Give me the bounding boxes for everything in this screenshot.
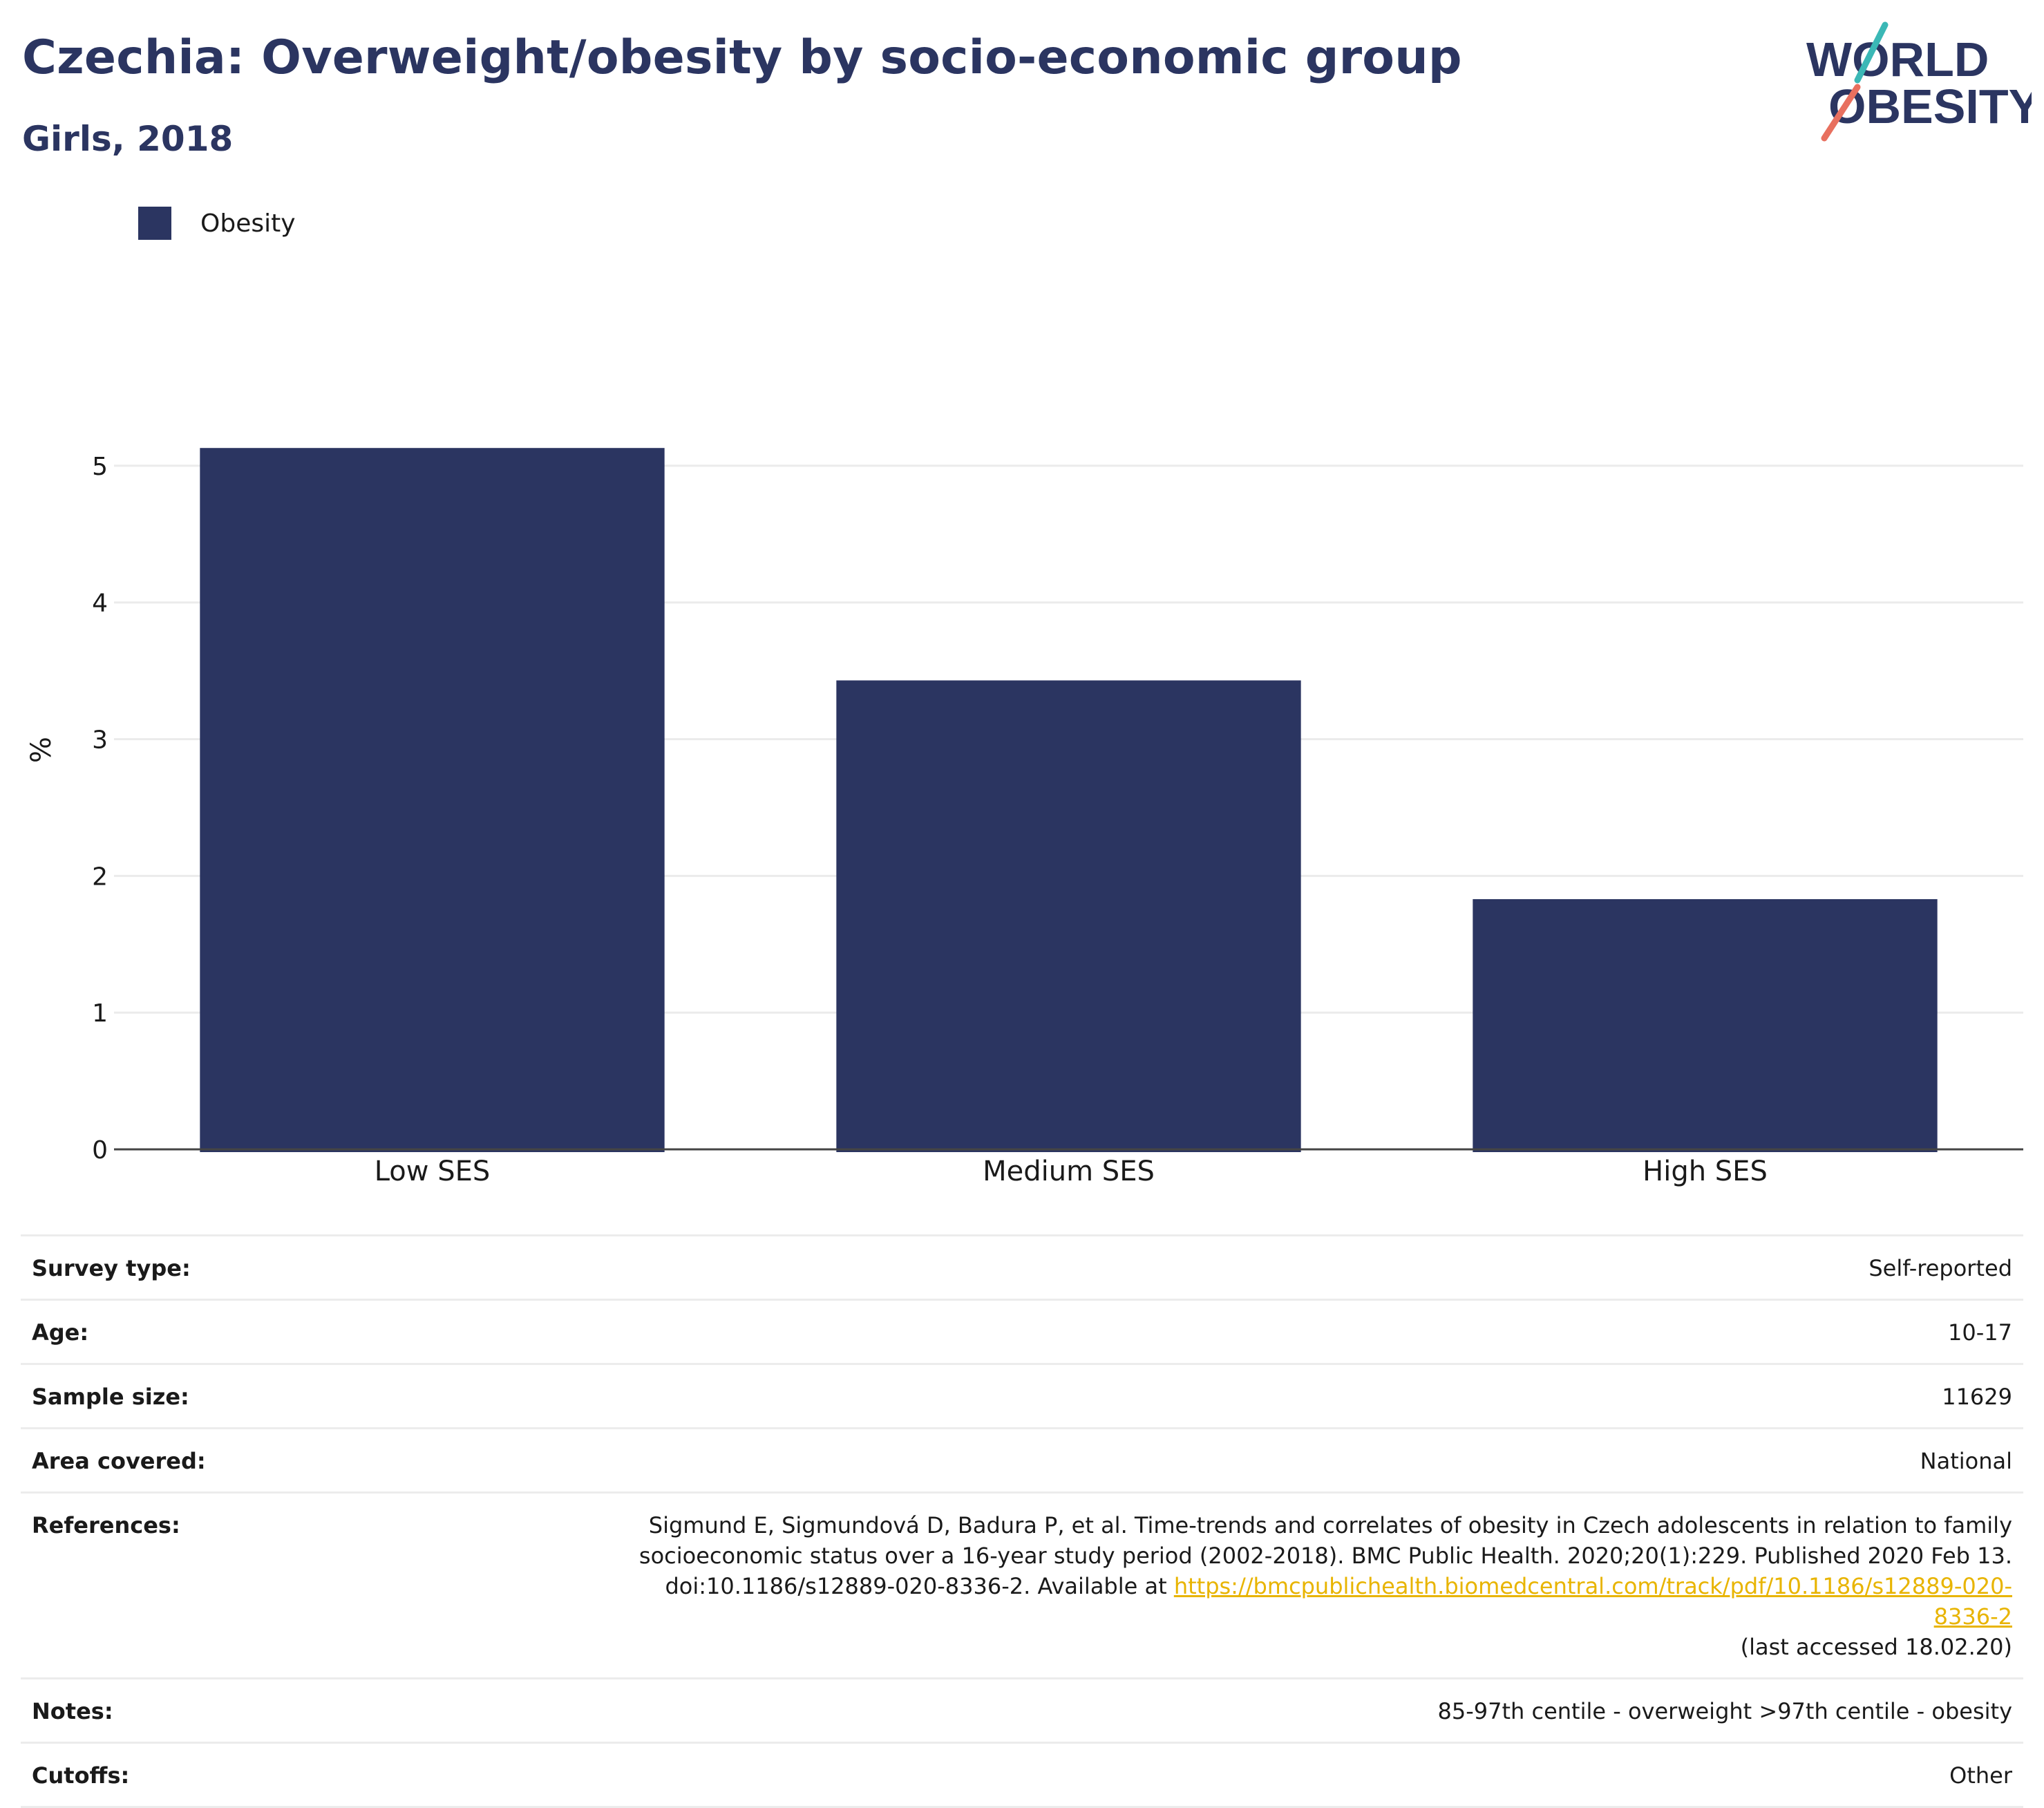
logo-slash-top xyxy=(1854,21,1889,84)
legend-swatch-obesity xyxy=(138,207,171,240)
chart-subtitle: Girls, 2018 xyxy=(22,119,234,159)
meta-row-notes: Notes: 85-97th centile - overweight >97t… xyxy=(21,1677,2023,1742)
y-axis-title: % xyxy=(26,736,57,764)
meta-label: Notes: xyxy=(32,1698,113,1724)
reference-link[interactable]: https://bmcpublichealth.biomedcentral.co… xyxy=(1173,1573,2012,1630)
y-tick-labels: 0 1 2 3 4 5 xyxy=(92,453,108,1165)
meta-row-sample-size: Sample size: 11629 xyxy=(21,1363,2023,1427)
reference-line-4: (last accessed 18.02.20) xyxy=(1740,1634,2012,1660)
x-tick-label: Low SES xyxy=(375,1156,491,1187)
meta-label: Sample size: xyxy=(32,1384,189,1410)
meta-label: Cutoffs: xyxy=(32,1762,130,1789)
meta-row-cutoffs: Cutoffs: Other xyxy=(21,1742,2023,1808)
bar-low-ses xyxy=(200,448,665,1152)
reference-doi: doi:10.1186/s12889-020-8336-2. Available… xyxy=(665,1573,1174,1599)
bar-high-ses xyxy=(1473,898,1938,1152)
y-tick-label: 1 xyxy=(92,999,108,1028)
references-text: Sigmund E, Sigmundová D, Badura P, et al… xyxy=(630,1510,2012,1662)
bar-chart: 0 1 2 3 4 5 Low SES Medium SES High SES xyxy=(92,448,2023,1187)
y-tick-label: 4 xyxy=(92,590,108,618)
meta-row-references: References: Sigmund E, Sigmundová D, Bad… xyxy=(21,1491,2023,1677)
meta-value: National xyxy=(1920,1448,2012,1474)
chart-title: Czechia: Overweight/obesity by socio-eco… xyxy=(22,30,1462,85)
meta-row-area-covered: Area covered: National xyxy=(21,1427,2023,1491)
meta-label: References: xyxy=(32,1512,180,1538)
reference-line-3: doi:10.1186/s12889-020-8336-2. Available… xyxy=(630,1571,2012,1632)
meta-value: 11629 xyxy=(1942,1384,2012,1410)
legend: Obesity xyxy=(138,206,296,241)
meta-label: Area covered: xyxy=(32,1448,206,1474)
x-tick-label: High SES xyxy=(1643,1156,1768,1187)
bar-medium-ses xyxy=(836,680,1301,1152)
y-tick-label: 0 xyxy=(92,1136,108,1165)
y-tick-label: 3 xyxy=(92,726,108,755)
reference-line-1: Sigmund E, Sigmundová D, Badura P, et al… xyxy=(648,1512,2012,1538)
meta-label: Age: xyxy=(32,1319,89,1346)
meta-value: 10-17 xyxy=(1948,1319,2012,1346)
reference-line-2: socioeconomic status over a 16-year stud… xyxy=(638,1543,2012,1569)
meta-value: Self-reported xyxy=(1868,1255,2012,1281)
y-tick-label: 2 xyxy=(92,863,108,891)
legend-label-obesity: Obesity xyxy=(200,209,296,238)
metadata-table: Survey type: Self-reported Age: 10-17 Sa… xyxy=(21,1234,2023,1808)
meta-row-survey-type: Survey type: Self-reported xyxy=(21,1234,2023,1299)
meta-label: Survey type: xyxy=(32,1255,191,1281)
logo-line-1: WORLD xyxy=(1806,32,1989,86)
logo-slash-bottom xyxy=(1821,84,1861,142)
x-tick-label: Medium SES xyxy=(983,1156,1155,1187)
x-tick-labels: Low SES Medium SES High SES xyxy=(375,1156,1768,1187)
logo-line-2: OBESITY xyxy=(1828,79,2032,133)
world-obesity-logo: WORLD OBESITY xyxy=(1806,21,2032,142)
meta-value: 85-97th centile - overweight >97th centi… xyxy=(1437,1698,2013,1724)
bars xyxy=(200,448,1938,1152)
meta-row-age: Age: 10-17 xyxy=(21,1299,2023,1363)
meta-value: Other xyxy=(1949,1762,2012,1789)
y-tick-label: 5 xyxy=(92,453,108,481)
